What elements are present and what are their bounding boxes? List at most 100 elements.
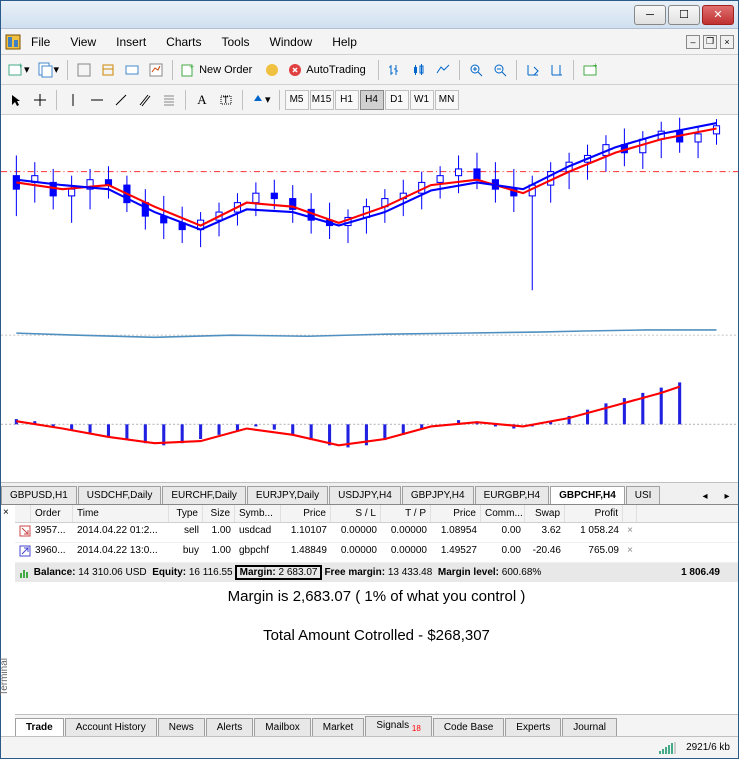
autotrading-button[interactable]: AutoTrading <box>285 59 373 81</box>
col-header[interactable]: Time <box>73 505 169 522</box>
term-tab-news[interactable]: News <box>158 718 205 736</box>
col-header[interactable]: Price <box>281 505 331 522</box>
balance-label: Balance: <box>34 567 76 578</box>
terminal-tabs: TradeAccount HistoryNewsAlertsMailboxMar… <box>15 714 738 736</box>
zoom-out-button[interactable] <box>489 59 511 81</box>
col-header[interactable]: T / P <box>381 505 431 522</box>
chart-tab-8[interactable]: USI <box>626 486 661 504</box>
table-row[interactable]: 3957...2014.04.22 01:2...sell1.00usdcad1… <box>15 523 738 543</box>
col-header[interactable]: Price <box>431 505 481 522</box>
line-chart-button[interactable] <box>432 59 454 81</box>
chart-tab-4[interactable]: USDJPY,H4 <box>329 486 401 504</box>
inner-restore-button[interactable]: ❐ <box>703 35 717 49</box>
term-tab-journal[interactable]: Journal <box>562 718 617 736</box>
cursor-button[interactable] <box>5 89 27 111</box>
timeframe-m5[interactable]: M5 <box>285 90 309 110</box>
annotation-1: Margin is 2,683.07 ( 1% of what you cont… <box>15 582 738 611</box>
col-header[interactable]: Size <box>203 505 235 522</box>
chart-tab-5[interactable]: GBPJPY,H4 <box>402 486 474 504</box>
term-tab-alerts[interactable]: Alerts <box>206 718 254 736</box>
chart-shift-button[interactable] <box>546 59 568 81</box>
chart-tab-3[interactable]: EURJPY,Daily <box>247 486 328 504</box>
indicators-button[interactable]: + <box>579 59 601 81</box>
chart-tab-6[interactable]: EURGBP,H4 <box>475 486 550 504</box>
new-order-button[interactable]: +New Order <box>178 59 259 81</box>
table-header: OrderTimeTypeSizeSymb...PriceS / LT / PP… <box>15 505 738 523</box>
hline-button[interactable] <box>86 89 108 111</box>
navigator-button[interactable] <box>97 59 119 81</box>
col-header[interactable] <box>15 505 31 522</box>
new-chart-button[interactable]: +▾ <box>5 59 33 81</box>
trendline-button[interactable] <box>110 89 132 111</box>
fibo-button[interactable] <box>158 89 180 111</box>
candle-chart-button[interactable] <box>408 59 430 81</box>
tab-scroll-right[interactable]: ▸ <box>716 488 738 504</box>
profiles-button[interactable]: ▾ <box>35 59 63 81</box>
chart-area[interactable] <box>1 115 738 482</box>
col-header[interactable]: Order <box>31 505 73 522</box>
timeframe-m15[interactable]: M15 <box>310 90 334 110</box>
trade-table: OrderTimeTypeSizeSymb...PriceS / LT / PP… <box>15 505 738 714</box>
terminal-panel: × Terminal OrderTimeTypeSizeSymb...Price… <box>1 504 738 736</box>
terminal-label: Terminal <box>0 658 10 696</box>
text-button[interactable]: A <box>191 89 213 111</box>
chart-tab-2[interactable]: EURCHF,Daily <box>162 486 246 504</box>
app-window: ─ ☐ ✕ FileViewInsertChartsToolsWindowHel… <box>0 0 739 759</box>
table-row[interactable]: 3960...2014.04.22 13:0...buy1.00gbpchf1.… <box>15 543 738 563</box>
menu-view[interactable]: View <box>60 31 106 53</box>
term-tab-account-history[interactable]: Account History <box>65 718 157 736</box>
term-tab-code-base[interactable]: Code Base <box>433 718 504 736</box>
balance-value: 14 310.06 USD <box>78 567 146 578</box>
timeframe-mn[interactable]: MN <box>435 90 459 110</box>
term-tab-experts[interactable]: Experts <box>505 718 561 736</box>
arrows-button[interactable]: ▾ <box>248 89 274 111</box>
zoom-in-button[interactable] <box>465 59 487 81</box>
titlebar: ─ ☐ ✕ <box>1 1 738 29</box>
term-tab-market[interactable]: Market <box>312 718 365 736</box>
timeframe-d1[interactable]: D1 <box>385 90 409 110</box>
col-header[interactable]: Profit <box>565 505 623 522</box>
chart-tab-1[interactable]: USDCHF,Daily <box>78 486 162 504</box>
col-header[interactable]: Type <box>169 505 203 522</box>
minimize-button[interactable]: ─ <box>634 5 666 25</box>
terminal-close-button[interactable]: × <box>3 507 9 518</box>
menu-file[interactable]: File <box>21 31 60 53</box>
svg-text:+: + <box>593 63 597 70</box>
tab-scroll-left[interactable]: ◂ <box>694 488 716 504</box>
text-label-button[interactable]: T <box>215 89 237 111</box>
menu-tools[interactable]: Tools <box>212 31 260 53</box>
svg-text:+: + <box>189 63 194 72</box>
timeframe-h1[interactable]: H1 <box>335 90 359 110</box>
maximize-button[interactable]: ☐ <box>668 5 700 25</box>
menu-charts[interactable]: Charts <box>156 31 211 53</box>
bar-chart-button[interactable] <box>384 59 406 81</box>
col-header[interactable]: Swap <box>525 505 565 522</box>
col-header[interactable] <box>623 505 637 522</box>
equidistant-button[interactable] <box>134 89 156 111</box>
inner-minimize-button[interactable]: – <box>686 35 700 49</box>
close-button[interactable]: ✕ <box>702 5 734 25</box>
col-header[interactable]: Symb... <box>235 505 281 522</box>
inner-close-button[interactable]: × <box>720 35 734 49</box>
menu-help[interactable]: Help <box>322 31 367 53</box>
chart-tab-7[interactable]: GBPCHF,H4 <box>550 486 625 504</box>
terminal-button[interactable] <box>121 59 143 81</box>
menu-window[interactable]: Window <box>260 31 323 53</box>
vline-button[interactable] <box>62 89 84 111</box>
menubar: FileViewInsertChartsToolsWindowHelp – ❐ … <box>1 29 738 55</box>
timeframe-h4[interactable]: H4 <box>360 90 384 110</box>
col-header[interactable]: Comm... <box>481 505 525 522</box>
term-tab-mailbox[interactable]: Mailbox <box>254 718 310 736</box>
auto-scroll-button[interactable] <box>522 59 544 81</box>
crosshair-button[interactable] <box>29 89 51 111</box>
term-tab-trade[interactable]: Trade <box>15 718 64 736</box>
strategy-tester-button[interactable] <box>145 59 167 81</box>
market-watch-button[interactable] <box>73 59 95 81</box>
timeframe-w1[interactable]: W1 <box>410 90 434 110</box>
chart-tab-0[interactable]: GBPUSD,H1 <box>1 486 77 504</box>
metaquotes-button[interactable] <box>261 59 283 81</box>
col-header[interactable]: S / L <box>331 505 381 522</box>
term-tab-signals[interactable]: Signals 18 <box>365 716 431 736</box>
menu-insert[interactable]: Insert <box>106 31 156 53</box>
equity-value: 16 116.55 <box>189 567 233 578</box>
